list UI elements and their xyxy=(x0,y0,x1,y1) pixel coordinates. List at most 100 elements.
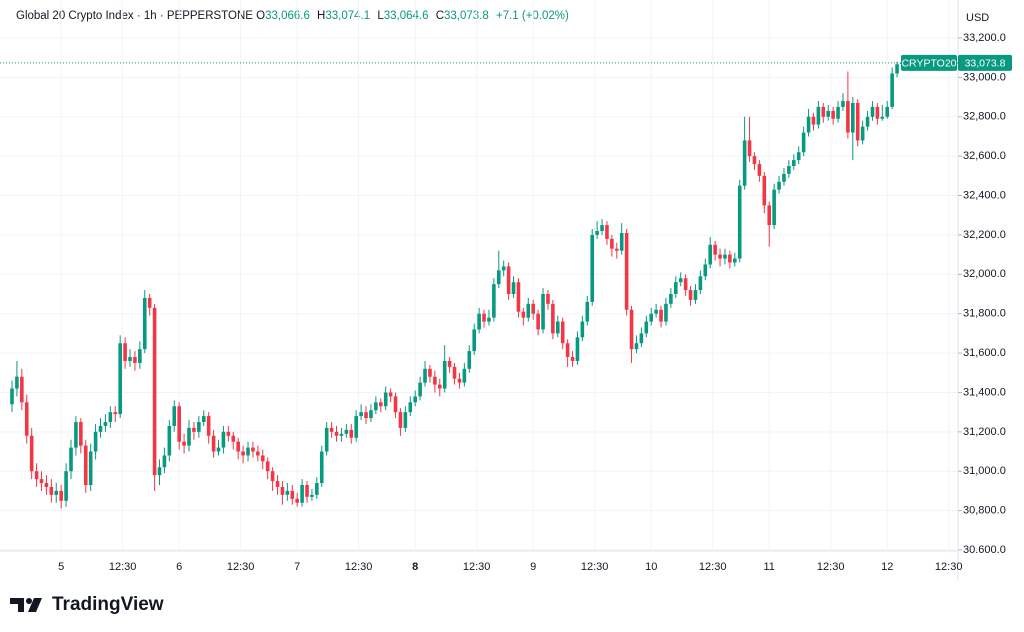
candle-body xyxy=(462,368,467,383)
candle-body xyxy=(349,429,354,438)
candle-body xyxy=(826,110,831,117)
candle-body xyxy=(34,471,39,480)
candle-body xyxy=(595,230,599,235)
y-tick-label: 31,800.0 xyxy=(963,308,1006,320)
candle-body xyxy=(693,290,698,300)
candle-body xyxy=(344,429,349,434)
x-tick-label: 12 xyxy=(881,561,893,573)
candle-body xyxy=(265,461,270,472)
candle-body xyxy=(649,313,654,322)
x-tick-label: 12:30 xyxy=(345,561,373,573)
candle-body xyxy=(285,490,290,495)
candle-body xyxy=(772,189,776,226)
candle-body xyxy=(10,388,14,405)
candle-body xyxy=(447,360,452,367)
candle-body xyxy=(703,264,708,277)
candle-body xyxy=(501,266,506,271)
brand: TradingView xyxy=(10,594,164,616)
candle-body xyxy=(614,248,619,251)
candle-body xyxy=(565,343,570,358)
candle-body xyxy=(792,160,796,167)
candle-body xyxy=(796,152,801,161)
candle-body xyxy=(226,431,231,436)
candle-body xyxy=(487,317,491,322)
candle-body xyxy=(221,431,226,448)
candle-body xyxy=(836,106,840,119)
candle-body xyxy=(319,451,324,484)
candle-body xyxy=(280,486,285,495)
candle-body xyxy=(378,402,383,407)
candle-body xyxy=(555,321,560,334)
candle-body xyxy=(192,427,196,432)
symbol-tag-label: CRYPTO20 xyxy=(901,58,956,70)
candle-body xyxy=(64,471,68,501)
candle-body xyxy=(74,422,78,448)
candle-body xyxy=(477,313,481,330)
x-tick-label: 5 xyxy=(58,561,64,573)
price-tag-label: 33,073.8 xyxy=(965,58,1006,70)
candle-body xyxy=(433,376,437,385)
candle-body xyxy=(718,254,722,259)
currency: USD xyxy=(966,12,989,24)
y-tick-label: 32,200.0 xyxy=(963,229,1006,241)
candle-body xyxy=(732,258,737,263)
candle-body xyxy=(855,102,860,141)
candle-body xyxy=(846,101,850,133)
candle-body xyxy=(787,166,791,174)
candle-body xyxy=(506,266,511,295)
x-tick-label: 9 xyxy=(530,561,536,573)
candle-body xyxy=(516,282,521,312)
candle-body xyxy=(659,309,663,322)
candle-body xyxy=(275,481,280,487)
candle-body xyxy=(654,309,658,314)
candle-body xyxy=(801,132,806,153)
y-tick-label: 32,400.0 xyxy=(963,189,1006,201)
candle-body xyxy=(413,396,417,403)
y-tick-label: 32,000.0 xyxy=(963,268,1006,280)
candle-body xyxy=(442,360,447,389)
candle-body xyxy=(246,447,250,456)
candle-body xyxy=(698,276,703,291)
x-tick-label: 12:30 xyxy=(463,561,491,573)
candle-body xyxy=(492,284,496,318)
candle-body xyxy=(521,311,526,318)
candle-body xyxy=(669,294,673,304)
brand-name: TradingView xyxy=(52,594,164,615)
x-tick-label: 11 xyxy=(764,561,775,573)
candle-body xyxy=(767,205,772,226)
candle-body xyxy=(388,392,393,397)
candle-body xyxy=(256,451,260,456)
candle-body xyxy=(39,479,44,484)
candle-body xyxy=(54,490,59,495)
y-tick-label: 31,600.0 xyxy=(963,347,1006,359)
candle-body xyxy=(860,126,865,141)
ohlc-value: 33,073.8 xyxy=(444,10,489,22)
ohlc-label: C xyxy=(435,10,445,22)
candle-body xyxy=(880,116,885,119)
candle-body xyxy=(167,425,172,456)
symbol-title: Global 20 Crypto Index · 1h · PEPPERSTON… xyxy=(16,10,253,22)
candle-body xyxy=(408,402,413,413)
candle-body xyxy=(629,309,634,350)
candle-body xyxy=(369,410,373,419)
ohlc-label: O xyxy=(256,10,266,22)
ohlc-label: H xyxy=(317,10,326,22)
candle-body xyxy=(236,441,240,452)
brand-logo xyxy=(10,598,42,612)
x-tick-label: 12:30 xyxy=(227,561,255,573)
y-tick-label: 31,400.0 xyxy=(963,386,1006,398)
candle-body xyxy=(403,412,408,428)
candle-body xyxy=(98,425,103,432)
candle-body xyxy=(757,164,762,176)
candle-body xyxy=(162,455,167,468)
candle-body xyxy=(728,254,732,263)
candle-body xyxy=(334,431,339,436)
candle-body xyxy=(551,303,555,334)
candle-body xyxy=(531,303,536,314)
candle-body xyxy=(182,441,186,446)
candle-body xyxy=(575,337,580,361)
candle-body xyxy=(816,106,821,125)
candle-body xyxy=(811,116,816,125)
candle-body xyxy=(315,483,319,495)
